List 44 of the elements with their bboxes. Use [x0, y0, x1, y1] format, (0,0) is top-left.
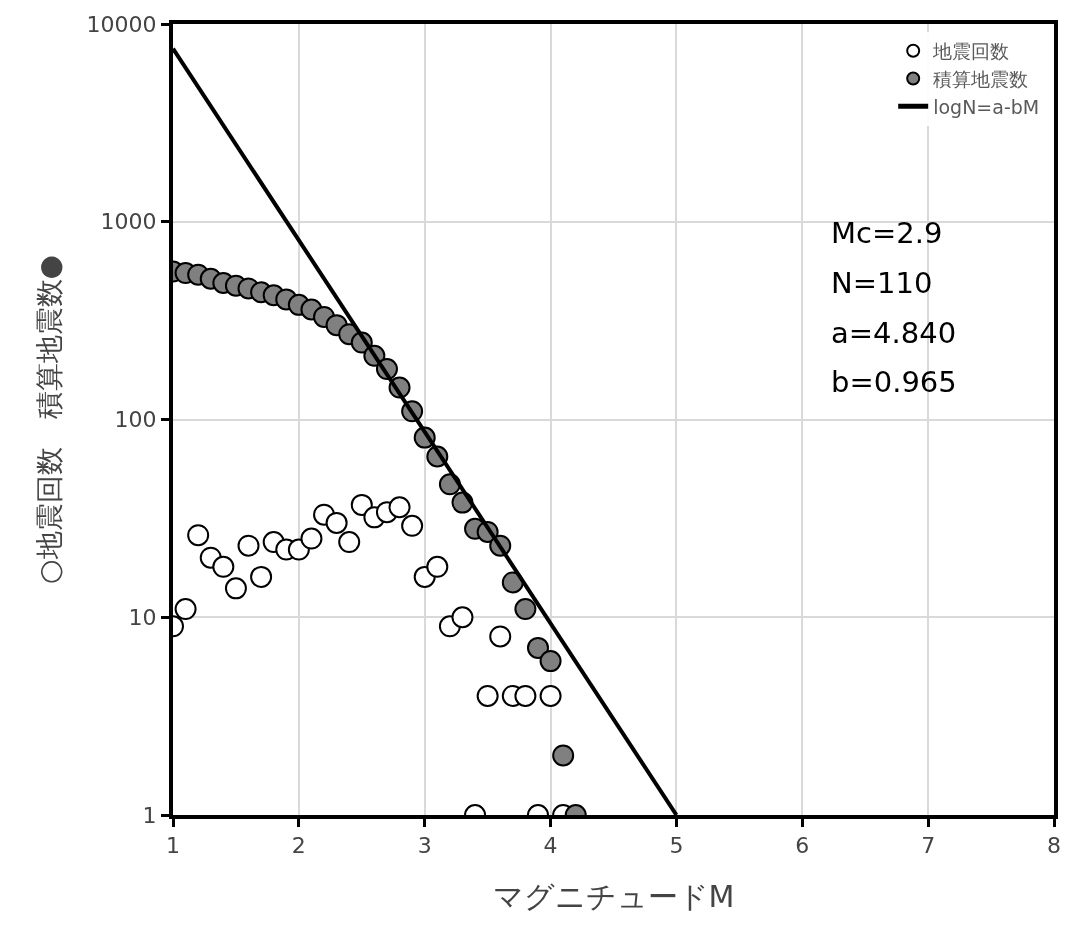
x-tick-label: 1 [166, 833, 180, 859]
point [224, 577, 247, 600]
point [174, 598, 197, 621]
point [527, 636, 549, 659]
x-tick-label: 7 [921, 833, 936, 859]
y-tick-label: 10 [128, 604, 157, 630]
point [237, 534, 260, 557]
point [250, 565, 273, 588]
point [539, 650, 562, 673]
point [539, 684, 562, 707]
x-tick-label: 2 [291, 833, 306, 859]
legend-label: 積算地震数 [933, 67, 1029, 90]
point [514, 598, 537, 621]
annotation: N=110 [831, 266, 933, 300]
point [426, 555, 449, 578]
annotation: a=4.840 [831, 316, 957, 350]
y-axis-title: ○地震回数 積算地震数● [32, 255, 66, 584]
point [350, 493, 373, 516]
y-tick-label: 100 [114, 407, 157, 433]
point [212, 555, 235, 578]
y-tick-label: 1 [142, 802, 157, 828]
point [401, 514, 424, 537]
y-tick-label: 10000 [86, 11, 157, 37]
annotation: Mc=2.9 [831, 216, 943, 250]
point [187, 524, 210, 547]
point [476, 684, 499, 707]
x-axis-title: マグニチュードM [492, 879, 735, 915]
x-tick-label: 8 [1047, 833, 1061, 859]
point [514, 684, 537, 707]
annotation: b=0.965 [831, 365, 957, 399]
x-tick-label: 6 [795, 833, 810, 859]
point [451, 606, 474, 629]
point [338, 531, 361, 554]
x-tick-label: 4 [543, 833, 558, 859]
point [325, 511, 348, 534]
point [552, 744, 575, 767]
x-tick-label: 3 [417, 833, 432, 859]
legend-label: 地震回数 [932, 40, 1010, 63]
x-tick-label: 5 [669, 833, 684, 859]
point [388, 496, 411, 519]
legend-label: logN=a-bM [933, 95, 1040, 118]
point [300, 527, 323, 550]
point [489, 625, 512, 648]
y-tick-label: 1000 [100, 209, 157, 235]
